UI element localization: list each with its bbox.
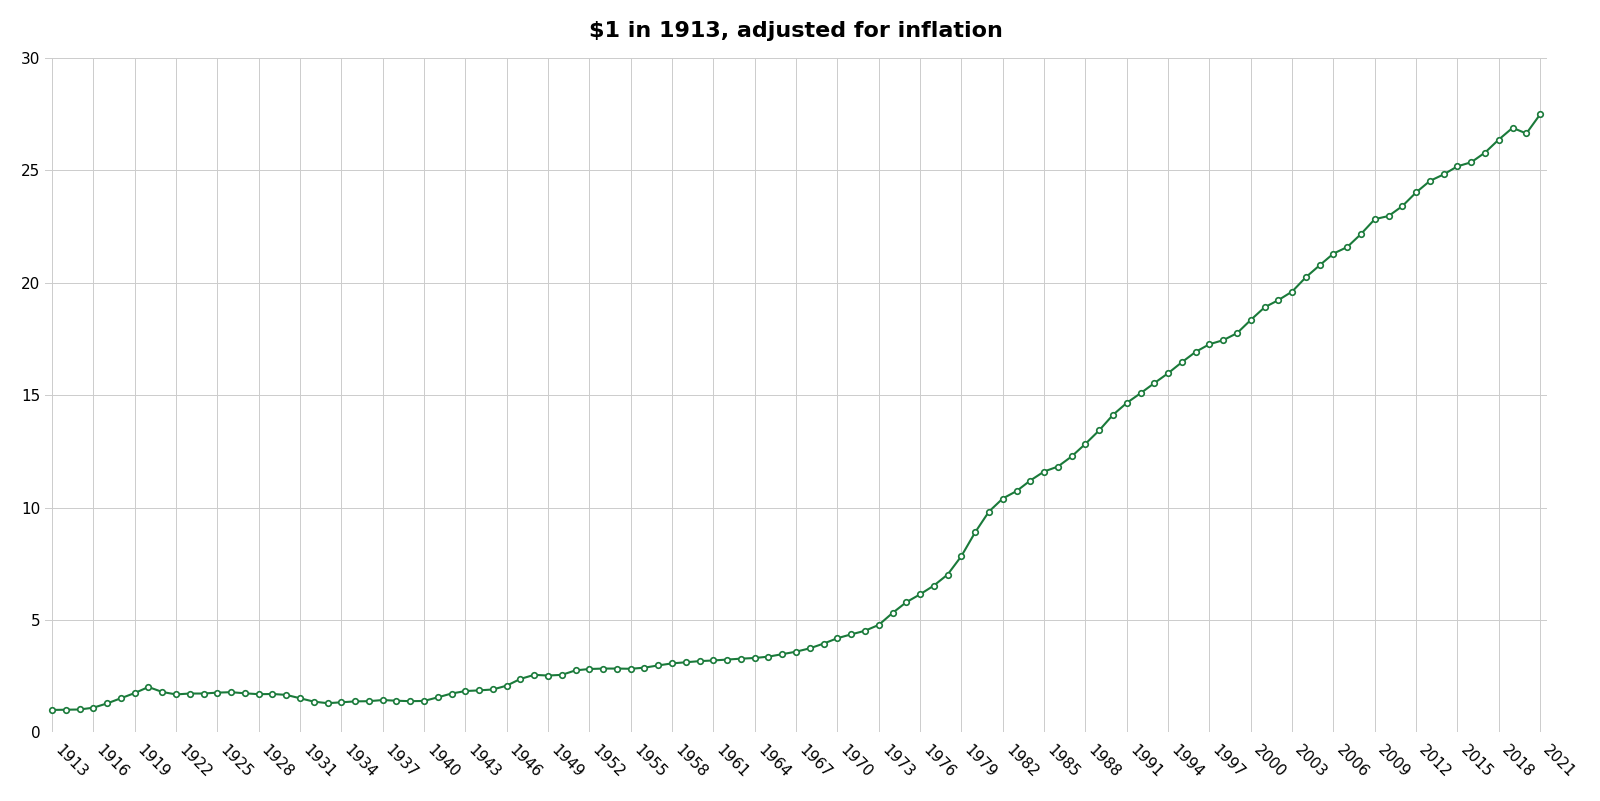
Title: $1 in 1913, adjusted for inflation: $1 in 1913, adjusted for inflation: [589, 21, 1003, 41]
